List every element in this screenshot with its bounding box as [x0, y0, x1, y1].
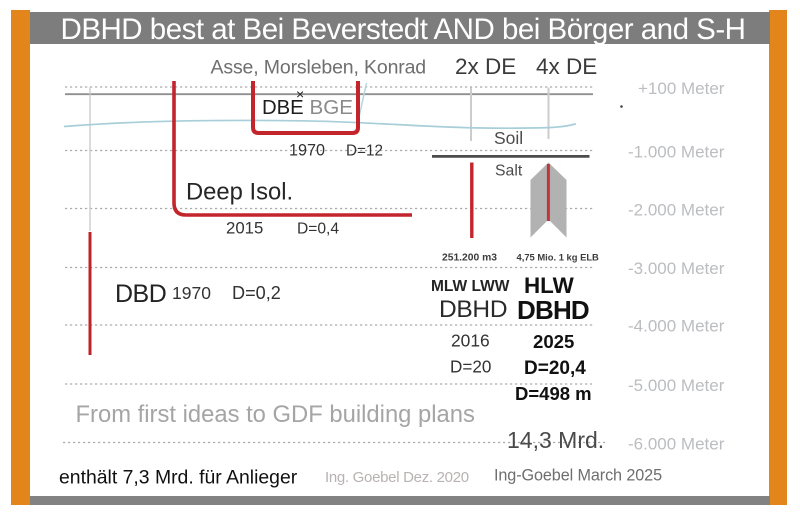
svg-text:D=0,2: D=0,2 — [232, 283, 281, 303]
svg-text:2025: 2025 — [533, 331, 574, 352]
svg-text:Ing. Goebel Dez. 2020: Ing. Goebel Dez. 2020 — [325, 469, 469, 486]
svg-text:-1.000 Meter: -1.000 Meter — [628, 143, 725, 162]
svg-text:Salt: Salt — [495, 163, 523, 180]
svg-text:1970: 1970 — [289, 142, 325, 160]
svg-text:DBE: DBE — [262, 97, 304, 119]
svg-text:-4.000 Meter: -4.000 Meter — [628, 317, 725, 336]
svg-text:D=20,4: D=20,4 — [524, 358, 586, 379]
svg-text:D=0,4: D=0,4 — [297, 221, 339, 238]
svg-text:D=498 m: D=498 m — [515, 383, 592, 404]
svg-text:DBHD: DBHD — [517, 295, 589, 325]
svg-text:-2.000 Meter: -2.000 Meter — [628, 201, 725, 220]
svg-text:DBD: DBD — [115, 280, 166, 308]
svg-text:4x DE: 4x DE — [536, 54, 597, 79]
svg-text:-6.000 Meter: -6.000 Meter — [628, 435, 725, 454]
svg-text:DBHD best at Bei Beverstedt AN: DBHD best at Bei Beverstedt AND bei Börg… — [61, 13, 746, 46]
svg-text:Deep Isol.: Deep Isol. — [186, 179, 293, 206]
svg-text:2015: 2015 — [226, 219, 263, 238]
svg-text:Ing-Goebel March 2025: Ing-Goebel March 2025 — [494, 466, 662, 484]
svg-text:BGE: BGE — [310, 96, 354, 119]
svg-text:Asse, Morsleben, Konrad: Asse, Morsleben, Konrad — [211, 57, 427, 79]
svg-text:MLW LWW: MLW LWW — [431, 278, 510, 295]
svg-text:4,75 Mio. 1 kg ELB: 4,75 Mio. 1 kg ELB — [517, 252, 600, 263]
svg-text:1970: 1970 — [172, 283, 211, 303]
svg-text:×: × — [296, 86, 304, 102]
svg-text:From first ideas to GDF buildi: From first ideas to GDF building plans — [76, 401, 476, 428]
svg-text:Soil: Soil — [494, 128, 523, 148]
svg-text:14,3 Mrd.: 14,3 Mrd. — [507, 427, 604, 453]
svg-text:-3.000 Meter: -3.000 Meter — [628, 259, 725, 278]
svg-text:251.200 m3: 251.200 m3 — [442, 253, 497, 264]
svg-text:2016: 2016 — [451, 331, 490, 351]
svg-text:D=12: D=12 — [346, 143, 383, 160]
svg-text:-5.000 Meter: -5.000 Meter — [628, 376, 725, 395]
svg-text:enthält 7,3 Mrd. für Anlieger: enthält 7,3 Mrd. für Anlieger — [59, 467, 298, 489]
svg-text:D=20: D=20 — [450, 358, 491, 377]
svg-text:DBHD: DBHD — [439, 296, 507, 323]
svg-text:2x DE: 2x DE — [455, 54, 516, 79]
svg-text:HLW: HLW — [524, 273, 575, 298]
svg-text:+100 Meter: +100 Meter — [638, 79, 725, 98]
